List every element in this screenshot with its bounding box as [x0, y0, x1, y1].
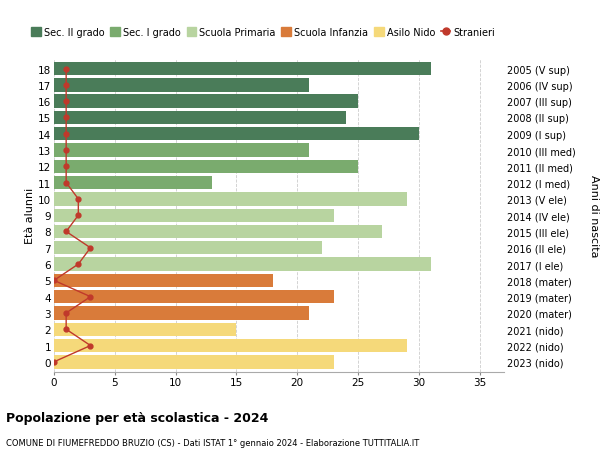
Bar	[54, 160, 358, 174]
Text: Popolazione per età scolastica - 2024: Popolazione per età scolastica - 2024	[6, 411, 268, 424]
Bar	[54, 209, 334, 223]
Bar	[54, 225, 382, 239]
Bar	[54, 193, 407, 206]
Bar	[54, 355, 334, 369]
Bar	[54, 79, 310, 92]
Y-axis label: Anni di nascita: Anni di nascita	[589, 174, 599, 257]
Bar	[54, 339, 407, 353]
Bar	[54, 291, 334, 304]
Bar	[54, 177, 212, 190]
Bar	[54, 323, 236, 336]
Bar	[54, 112, 346, 125]
Text: COMUNE DI FIUMEFREDDO BRUZIO (CS) - Dati ISTAT 1° gennaio 2024 - Elaborazione TU: COMUNE DI FIUMEFREDDO BRUZIO (CS) - Dati…	[6, 438, 419, 448]
Bar	[54, 95, 358, 109]
Bar	[54, 144, 310, 157]
Bar	[54, 63, 431, 76]
Bar	[54, 258, 431, 271]
Bar	[54, 128, 419, 141]
Legend: Sec. II grado, Sec. I grado, Scuola Primaria, Scuola Infanzia, Asilo Nido, Stran: Sec. II grado, Sec. I grado, Scuola Prim…	[28, 24, 499, 42]
Bar	[54, 307, 310, 320]
Bar	[54, 241, 322, 255]
Y-axis label: Età alunni: Età alunni	[25, 188, 35, 244]
Bar	[54, 274, 273, 287]
